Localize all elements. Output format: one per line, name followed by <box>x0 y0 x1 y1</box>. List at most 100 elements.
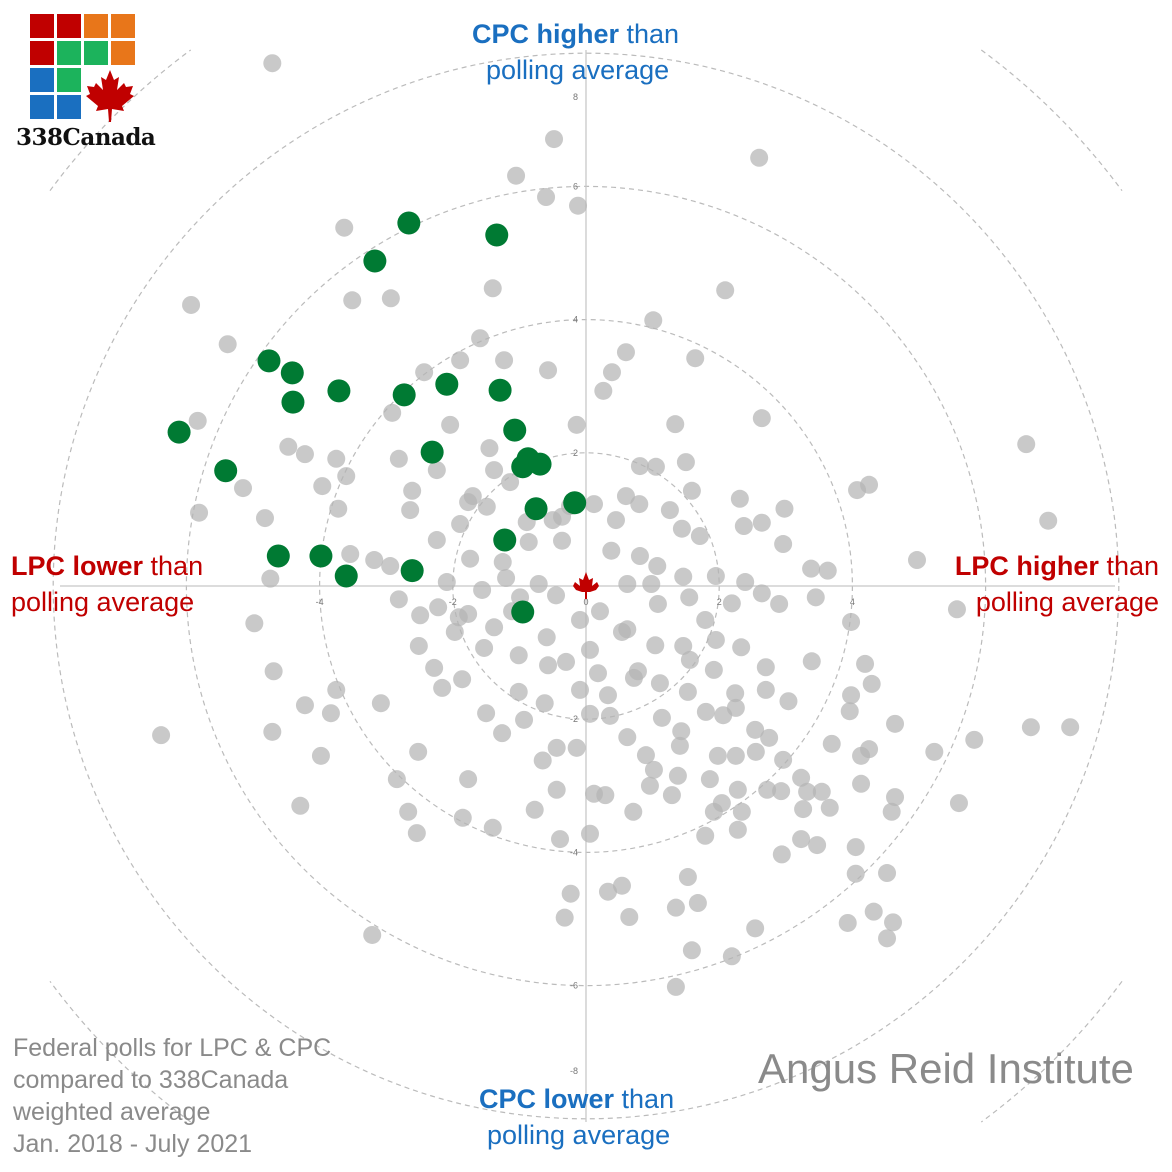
x-tick-label: -2 <box>449 597 457 607</box>
data-point-other <box>878 864 897 883</box>
data-point-other <box>188 411 207 430</box>
data-point-other <box>630 457 649 476</box>
data-point-other <box>295 445 314 464</box>
data-point-other <box>882 802 901 821</box>
data-point-other <box>580 704 599 723</box>
data-point-other <box>779 692 798 711</box>
data-point-other <box>618 575 637 594</box>
data-point-other <box>674 567 693 586</box>
grid-ring-arc <box>49 49 192 192</box>
logo-square-orange <box>111 41 135 65</box>
data-point-other <box>537 188 556 207</box>
data-point-other <box>676 453 695 472</box>
data-point-other <box>792 768 811 787</box>
data-point-other <box>640 776 659 795</box>
data-point-other <box>429 598 448 617</box>
data-point-other <box>485 461 504 480</box>
data-point-angus-reid <box>214 459 238 483</box>
logo-square-green <box>57 41 81 65</box>
grid-ring-arc <box>49 980 192 1123</box>
data-point-other <box>245 614 264 633</box>
data-point-other <box>600 706 619 725</box>
data-point-other <box>618 620 637 639</box>
data-point-other <box>590 602 609 621</box>
data-point-other <box>704 660 723 679</box>
data-point-other <box>547 780 566 799</box>
data-point-other <box>648 594 667 613</box>
data-point-other <box>678 682 697 701</box>
data-point-other <box>445 622 464 641</box>
data-point-other <box>774 535 793 554</box>
logo-square-red <box>57 14 81 38</box>
data-point-other <box>409 742 428 761</box>
data-point-other <box>411 606 430 625</box>
label-bottom-line2: polling average <box>487 1120 671 1150</box>
data-point-other <box>190 503 209 522</box>
data-point-other <box>451 515 470 534</box>
data-point-other <box>329 499 348 518</box>
data-point-other <box>485 618 504 637</box>
grid-ring-arc <box>980 980 1123 1123</box>
data-point-angus-reid <box>266 544 290 568</box>
data-point-other <box>802 652 821 671</box>
data-point-other <box>427 531 446 550</box>
data-point-other <box>461 549 480 568</box>
data-point-angus-reid <box>493 528 517 552</box>
data-point-other <box>371 694 390 713</box>
data-point-other <box>728 820 747 839</box>
data-point-other <box>670 736 689 755</box>
data-point-angus-reid <box>334 564 358 588</box>
y-tick-label: -2 <box>570 714 578 724</box>
label-right: LPC higher than <box>954 551 1159 581</box>
data-point-other <box>908 551 927 570</box>
data-point-other <box>1061 718 1080 737</box>
data-point-other <box>798 782 817 801</box>
data-point-other <box>261 569 280 588</box>
data-point-other <box>722 594 741 613</box>
data-point-other <box>571 610 590 629</box>
data-point-other <box>459 770 478 789</box>
data-point-angus-reid <box>397 211 421 235</box>
data-point-other <box>606 511 625 530</box>
data-point-other <box>666 977 685 996</box>
label-right-line2: polling average <box>975 587 1159 617</box>
data-point-other <box>678 868 697 887</box>
data-point-angus-reid <box>257 349 281 373</box>
data-point-other <box>425 658 444 677</box>
data-point-other <box>234 479 253 498</box>
data-point-other <box>726 698 745 717</box>
data-point-other <box>567 415 586 434</box>
data-point-other <box>387 770 406 789</box>
data-point-other <box>596 786 615 805</box>
data-point-other <box>529 575 548 594</box>
chart-caption: Federal polls for LPC & CPC compared to … <box>13 1032 331 1160</box>
data-point-other <box>263 722 282 741</box>
data-point-other <box>497 569 516 588</box>
data-point-other <box>708 746 727 765</box>
data-point-other <box>383 403 402 422</box>
data-point-other <box>760 728 779 747</box>
data-point-other <box>473 580 492 599</box>
data-point-other <box>501 473 520 492</box>
data-point-other <box>475 638 494 657</box>
data-point-other <box>335 218 354 237</box>
data-point-angus-reid <box>511 600 535 624</box>
data-point-other <box>752 409 771 428</box>
data-point-other <box>775 499 794 518</box>
data-point-other <box>624 802 643 821</box>
data-point-other <box>925 742 944 761</box>
data-point-other <box>343 291 362 310</box>
data-point-other <box>263 54 282 73</box>
data-point-other <box>539 361 558 380</box>
data-point-other <box>255 509 274 528</box>
data-point-other <box>588 664 607 683</box>
data-point-other <box>840 702 859 721</box>
data-point-other <box>507 166 526 185</box>
data-point-other <box>746 720 765 739</box>
data-point-other <box>509 682 528 701</box>
data-point-other <box>846 838 865 857</box>
data-point-other <box>756 658 775 677</box>
data-point-other <box>630 495 649 514</box>
data-point-other <box>886 714 905 733</box>
data-point-other <box>483 279 502 298</box>
